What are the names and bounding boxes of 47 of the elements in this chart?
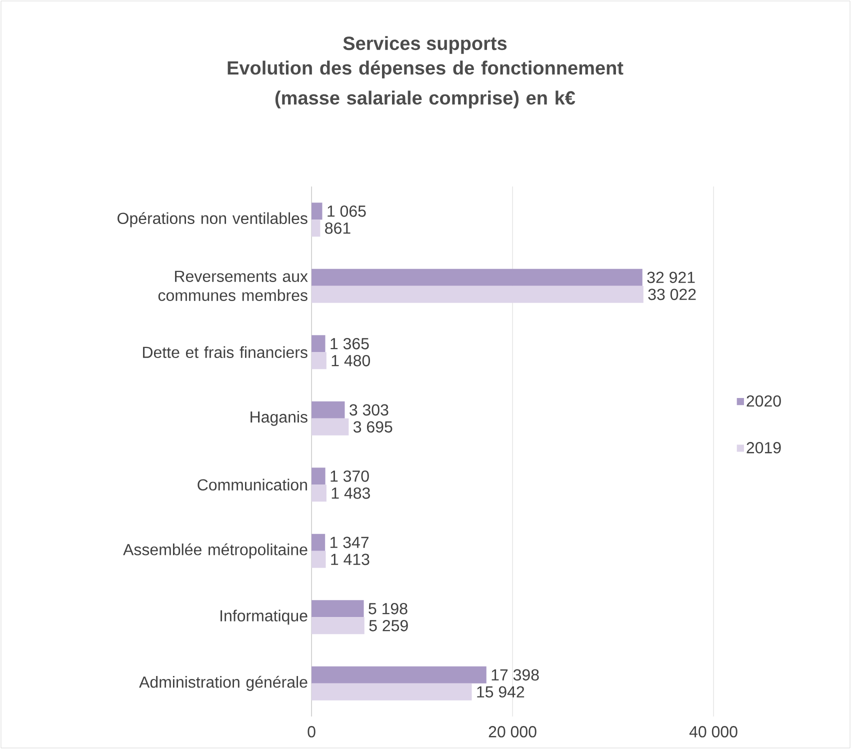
- bar: [312, 550, 326, 568]
- bar: [312, 683, 472, 700]
- bar: [312, 617, 364, 634]
- data-label: 15 942: [477, 686, 524, 698]
- data-label: 33 022: [648, 288, 696, 300]
- bar: [312, 220, 320, 237]
- x-tick-label: 20 000: [488, 726, 536, 738]
- x-tick-label: 40 000: [689, 726, 738, 738]
- data-label: 1 480: [332, 354, 370, 366]
- data-label: 861: [325, 222, 350, 234]
- data-label: 5 259: [369, 620, 408, 632]
- bar: [312, 268, 642, 286]
- bar: [312, 600, 364, 618]
- bar: [312, 468, 326, 485]
- bar: [312, 352, 326, 370]
- data-label: 5 198: [368, 602, 408, 614]
- data-label: 32 921: [647, 272, 695, 284]
- data-label: 1 413: [331, 554, 370, 566]
- y-tick-label: Communication: [198, 478, 307, 491]
- bar: [312, 286, 644, 303]
- y-tick-label: Administration générale: [139, 676, 308, 691]
- legend-label: 2019: [746, 442, 781, 454]
- data-label: 3 303: [350, 404, 388, 416]
- data-label: 1 347: [330, 536, 368, 548]
- bar: [312, 401, 345, 418]
- bar: [312, 666, 486, 684]
- bar: [312, 484, 326, 502]
- bar: [312, 534, 326, 551]
- x-tick-label: 0: [308, 726, 316, 738]
- data-label: 1 483: [332, 487, 370, 499]
- bar: [312, 418, 349, 436]
- data-label: 3 695: [353, 421, 392, 433]
- y-tick-label: Informatique: [220, 610, 308, 625]
- y-tick-label: Haganis: [250, 410, 308, 426]
- data-label: 1 065: [328, 206, 366, 217]
- data-label: 17 398: [492, 669, 539, 681]
- data-label: 1 370: [330, 470, 369, 482]
- chart-title: Services supports: [343, 36, 507, 54]
- y-tick-label: Assemblée métropolitaine: [123, 543, 308, 558]
- chart-subtitle: Evolution des dépenses de fonctionnement (masse salariale comprise) en k€: [228, 60, 624, 108]
- y-tick-label: Opérations non ventilables: [118, 212, 308, 228]
- bar: [312, 202, 322, 220]
- y-tick-label: Reversements aux communes membres: [158, 270, 308, 301]
- y-tick-label: Dette et frais financiers: [143, 346, 308, 358]
- bar: [312, 335, 326, 352]
- legend-label: 2020: [746, 395, 781, 407]
- data-label: 1 365: [330, 338, 369, 350]
